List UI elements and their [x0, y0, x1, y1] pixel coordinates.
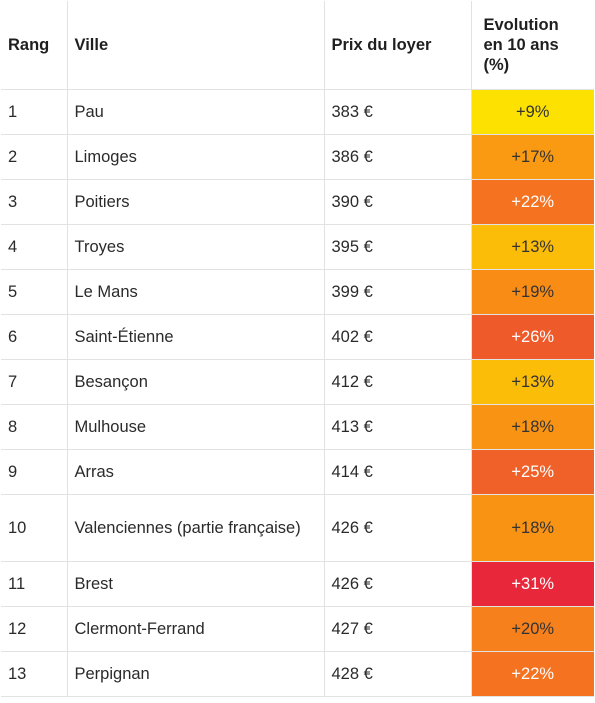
evolution-cell: +26%	[471, 314, 594, 360]
evolution-cell: +19%	[471, 269, 594, 315]
table-row: 5 Le Mans 399 € +19%	[1, 269, 594, 315]
city-cell: Arras	[67, 449, 325, 495]
table-row: 12 Clermont-Ferrand 427 € +20%	[1, 606, 594, 652]
rank-cell: 13	[1, 651, 68, 697]
rank-cell: 9	[1, 449, 68, 495]
price-cell: 413 €	[324, 404, 472, 450]
table-body: 1 Pau 383 € +9% 2 Limoges 386 € +17% 3 Poitiers 39…	[1, 89, 594, 697]
table-row: 4 Troyes 395 € +13%	[1, 224, 594, 270]
header-city: Ville	[67, 1, 325, 90]
evolution-cell: +20%	[471, 606, 594, 652]
city-cell: Besançon	[67, 359, 325, 405]
table-row: 2 Limoges 386 € +17%	[1, 134, 594, 180]
table-row: 9 Arras 414 € +25%	[1, 449, 594, 495]
header-evolution-line: Evolution	[483, 16, 559, 34]
table-row: 8 Mulhouse 413 € +18%	[1, 404, 594, 450]
table-row: 6 Saint-Étienne 402 € +26%	[1, 314, 594, 360]
rank-cell: 4	[1, 224, 68, 270]
city-cell: Mulhouse	[67, 404, 325, 450]
price-cell: 428 €	[324, 651, 472, 697]
table-row: 11 Brest 426 € +31%	[1, 561, 594, 607]
rank-cell: 3	[1, 179, 68, 225]
price-cell: 390 €	[324, 179, 472, 225]
rank-cell: 7	[1, 359, 68, 405]
rank-cell: 5	[1, 269, 68, 315]
evolution-cell: +25%	[471, 449, 594, 495]
table-row: 10 Valenciennes (partie française) 426 € +1…	[1, 494, 594, 562]
rank-cell: 2	[1, 134, 68, 180]
table-header-row: Rang Ville Prix du loyer Evolution en 10…	[1, 1, 594, 90]
city-cell: Troyes	[67, 224, 325, 270]
city-cell: Valenciennes (partie française)	[67, 494, 325, 562]
city-cell: Saint-Étienne	[67, 314, 325, 360]
rank-cell: 1	[1, 89, 68, 135]
rank-cell: 11	[1, 561, 68, 607]
city-cell: Le Mans	[67, 269, 325, 315]
price-cell: 399 €	[324, 269, 472, 315]
city-cell: Perpignan	[67, 651, 325, 697]
price-cell: 395 €	[324, 224, 472, 270]
evolution-cell: +13%	[471, 224, 594, 270]
rank-cell: 6	[1, 314, 68, 360]
city-cell: Pau	[67, 89, 325, 135]
evolution-cell: +22%	[471, 179, 594, 225]
header-evolution-line: en 10 ans	[483, 36, 559, 54]
price-cell: 412 €	[324, 359, 472, 405]
evolution-cell: +13%	[471, 359, 594, 405]
evolution-cell: +18%	[471, 494, 594, 562]
price-cell: 386 €	[324, 134, 472, 180]
evolution-cell: +17%	[471, 134, 594, 180]
evolution-cell: +9%	[471, 89, 594, 135]
evolution-cell: +22%	[471, 651, 594, 697]
rank-cell: 12	[1, 606, 68, 652]
rank-cell: 10	[1, 494, 68, 562]
evolution-cell: +18%	[471, 404, 594, 450]
price-cell: 426 €	[324, 494, 472, 562]
price-cell: 427 €	[324, 606, 472, 652]
table-row: 7 Besançon 412 € +13%	[1, 359, 594, 405]
price-cell: 383 €	[324, 89, 472, 135]
header-rank: Rang	[1, 1, 68, 90]
price-cell: 426 €	[324, 561, 472, 607]
price-cell: 402 €	[324, 314, 472, 360]
evolution-cell: +31%	[471, 561, 594, 607]
city-cell: Limoges	[67, 134, 325, 180]
header-evolution: Evolution en 10 ans (%)	[471, 1, 594, 90]
city-cell: Clermont-Ferrand	[67, 606, 325, 652]
rank-cell: 8	[1, 404, 68, 450]
table-row: 13 Perpignan 428 € +22%	[1, 651, 594, 697]
city-cell: Brest	[67, 561, 325, 607]
header-evolution-line: (%)	[483, 56, 510, 74]
table-row: 3 Poitiers 390 € +22%	[1, 179, 594, 225]
city-cell: Poitiers	[67, 179, 325, 225]
table-row: 1 Pau 383 € +9%	[1, 89, 594, 135]
price-cell: 414 €	[324, 449, 472, 495]
header-price: Prix du loyer	[324, 1, 472, 90]
